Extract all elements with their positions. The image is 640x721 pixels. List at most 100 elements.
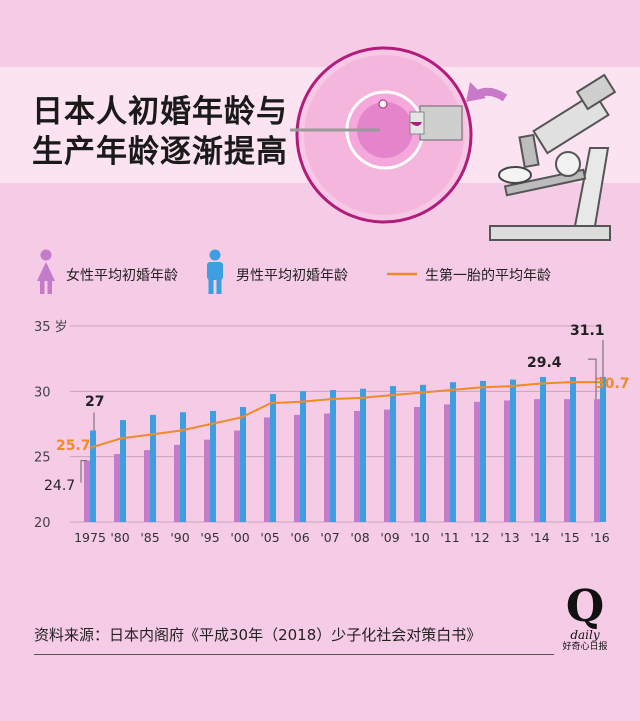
male-bar: [510, 379, 516, 522]
marriage-age-chart: 20 25 30 35 岁 1975 '80 '85 '90 '95 '00 '05 '06 '07 '0…: [34, 320, 630, 545]
male-bar: [540, 376, 546, 522]
female-bar: [234, 430, 240, 522]
male-bar: [570, 376, 576, 522]
egg-cell-core: [357, 102, 413, 158]
male-bar: [90, 430, 96, 522]
male-figure-icon: [207, 249, 223, 294]
birth-age-point: [449, 388, 453, 392]
x-tick-label: '05: [260, 530, 279, 545]
title-line-2: 生产年龄逐渐提高: [32, 134, 288, 170]
male-bar: [300, 391, 306, 522]
pipette-icon: [419, 105, 463, 141]
legend-male-label: 男性平均初婚年龄: [236, 268, 348, 284]
x-tick-label: '80: [110, 530, 129, 545]
orange-line-icon: [387, 272, 417, 276]
annotation-label: 31.1: [570, 323, 605, 339]
x-tick-label: 1975: [74, 530, 106, 545]
source-note: 资料来源：日本内阁府《平成30年（2018）少子化社会对策白书》: [34, 626, 482, 644]
annotation-label: 30.7: [595, 376, 630, 392]
x-tick-label: '13: [500, 530, 519, 545]
female-bar: [204, 439, 210, 522]
y-tick-label: 20: [34, 516, 51, 531]
qdaily-logo: Q daily 好奇心日报: [555, 585, 615, 653]
logo-name: 好奇心日报: [562, 642, 608, 652]
male-bar: [240, 407, 246, 522]
male-bar: [210, 410, 216, 522]
x-tick-label: '16: [590, 530, 609, 545]
page-title: 日本人初婚年龄与 生产年龄逐渐提高: [32, 92, 288, 172]
male-bar: [450, 382, 456, 522]
birth-age-point: [149, 432, 153, 436]
male-bar: [150, 414, 156, 522]
birth-age-point: [359, 396, 363, 400]
female-bar: [444, 404, 450, 522]
annotation-label: 24.7: [44, 478, 75, 494]
birth-age-point: [599, 380, 603, 384]
female-bar: [84, 460, 90, 522]
male-bar: [600, 376, 606, 522]
legend-male-marker: [203, 249, 227, 295]
annotation-leader: [588, 358, 597, 400]
x-tick-label: '08: [350, 530, 369, 545]
birth-age-point: [479, 385, 483, 389]
female-bar: [594, 399, 600, 522]
male-bar: [270, 393, 276, 522]
female-bar: [294, 414, 300, 522]
x-tick-label: '14: [530, 530, 549, 545]
female-bar: [564, 399, 570, 522]
legend-birth-marker: [385, 249, 419, 295]
birth-age-point: [209, 422, 213, 426]
female-figure-icon: [37, 249, 55, 294]
female-bar: [354, 410, 360, 522]
birth-age-point: [89, 446, 93, 450]
male-bar: [120, 420, 126, 522]
birth-age-point: [539, 381, 543, 385]
female-bar: [324, 413, 330, 522]
male-bar: [360, 388, 366, 522]
x-tick-label: '12: [470, 530, 489, 545]
annotation-label: 29.4: [527, 355, 562, 371]
birth-age-point: [509, 384, 513, 388]
birth-age-point: [389, 393, 393, 397]
birth-age-point: [299, 400, 303, 404]
legend-female-label: 女性平均初婚年龄: [66, 268, 178, 284]
male-bar: [390, 386, 396, 522]
legend-female-marker: [34, 249, 58, 295]
female-bar: [174, 444, 180, 522]
x-tick-label: '90: [170, 530, 189, 545]
x-tick-label: '85: [140, 530, 159, 545]
female-bar: [114, 454, 120, 522]
birth-age-point: [569, 380, 573, 384]
x-tick-label: '00: [230, 530, 249, 545]
male-bar: [180, 412, 186, 522]
x-tick-label: '95: [200, 530, 219, 545]
y-tick-label: 35 岁: [34, 320, 68, 335]
male-bar: [480, 380, 486, 522]
birth-age-point: [239, 415, 243, 419]
logo-letter: Q: [565, 581, 605, 632]
birth-age-point: [179, 429, 183, 433]
logo-word: daily: [570, 628, 600, 642]
title-line-1: 日本人初婚年龄与: [32, 94, 288, 130]
female-bar: [144, 450, 150, 522]
male-bar: [330, 390, 336, 522]
x-tick-label: '11: [440, 530, 459, 545]
microscope-icon: [489, 73, 617, 241]
legend-birth-label: 生第一胎的平均年龄: [425, 268, 551, 284]
female-bar: [264, 417, 270, 522]
birth-age-point: [329, 397, 333, 401]
male-bar: [420, 384, 426, 522]
source-divider: [34, 654, 554, 655]
birth-age-point: [269, 401, 273, 405]
x-tick-label: '07: [320, 530, 339, 545]
microscope-illustration: [290, 46, 617, 241]
annotation-label: 25.7: [56, 438, 91, 454]
female-bar: [414, 407, 420, 522]
x-tick-label: '06: [290, 530, 309, 545]
female-bar: [384, 409, 390, 522]
x-tick-label: '10: [410, 530, 429, 545]
annotation-leader: [80, 460, 87, 483]
y-tick-label: 25: [34, 451, 51, 466]
female-bar: [534, 399, 540, 522]
annotation-label: 27: [85, 394, 104, 410]
